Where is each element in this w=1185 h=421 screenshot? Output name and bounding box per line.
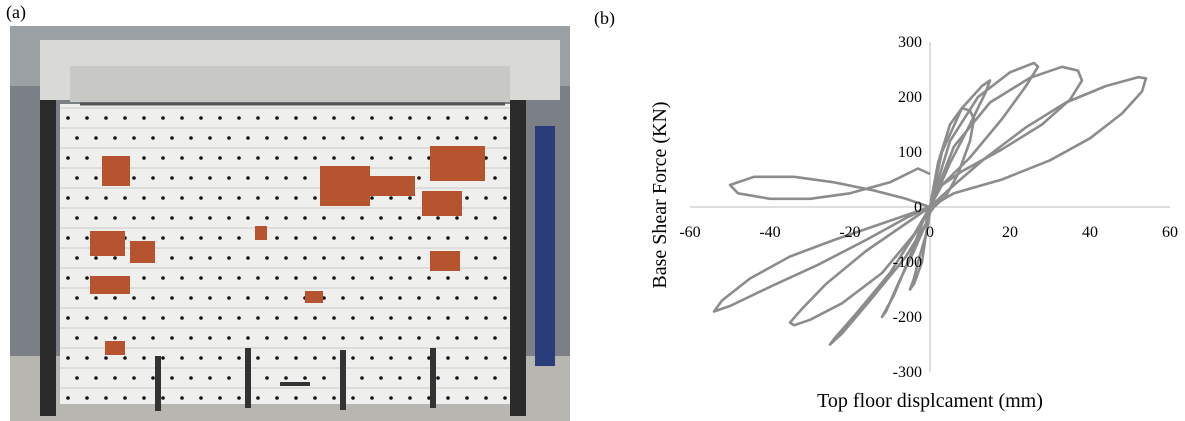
y-axis-title: Base Shear Force (KN) xyxy=(649,101,671,288)
x-tick-label: 0 xyxy=(926,224,934,241)
y-tick-label: -100 xyxy=(893,254,922,271)
hysteresis-loop-5 xyxy=(712,75,1148,313)
panel-a-label: (a) xyxy=(6,2,26,22)
hysteresis-loop-6 xyxy=(728,167,931,209)
x-axis-title: Top floor displcament (mm) xyxy=(817,390,1043,412)
y-tick-label: 100 xyxy=(898,144,922,161)
y-tick-label: 0 xyxy=(914,199,922,216)
y-tick-label: 200 xyxy=(898,89,922,106)
x-tick-label: -40 xyxy=(759,224,780,241)
masonry-wall-test-photo-icon xyxy=(10,26,570,421)
panel-b-label: (b) xyxy=(594,8,615,28)
x-tick-label: 20 xyxy=(1002,224,1018,241)
y-tick-label: 300 xyxy=(898,34,922,51)
x-tick-label: -60 xyxy=(679,224,700,241)
x-tick-label: 40 xyxy=(1082,224,1098,241)
hysteresis-loop-2 xyxy=(880,79,992,319)
x-tick-label: -20 xyxy=(839,224,860,241)
hysteresis-loop-4 xyxy=(788,65,1084,327)
x-tick-label: 60 xyxy=(1162,224,1178,241)
y-tick-label: -300 xyxy=(893,364,922,381)
y-tick-label: -200 xyxy=(893,309,922,326)
